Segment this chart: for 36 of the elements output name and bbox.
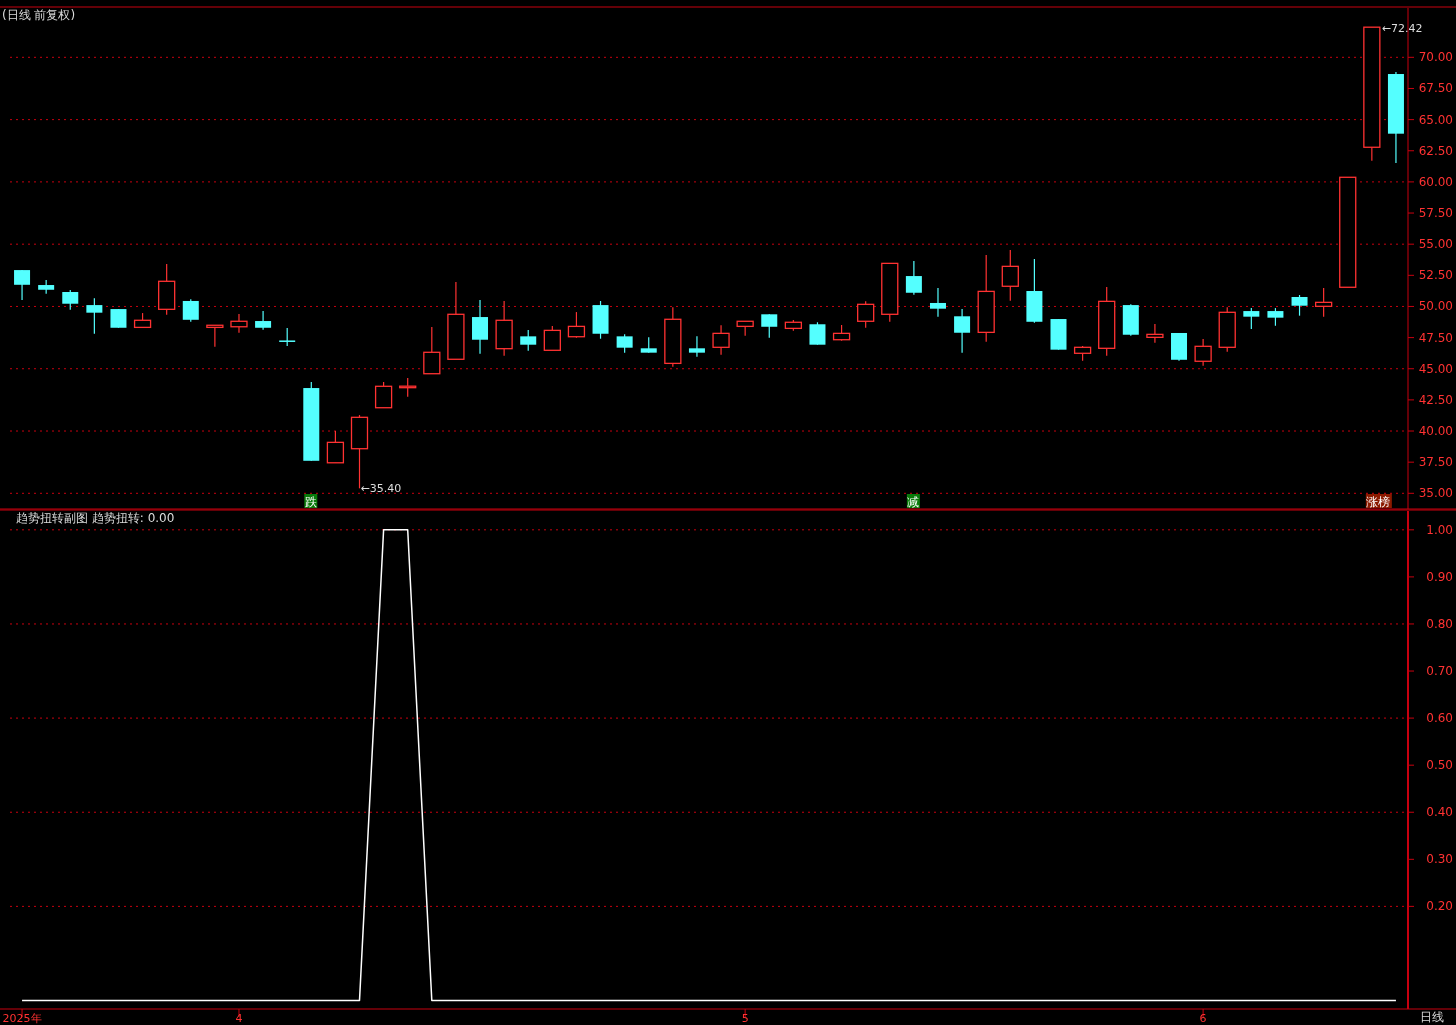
y-tick-label: 40.00 <box>1418 424 1453 439</box>
y-tick-label: 55.00 <box>1418 237 1453 252</box>
annotation: ←72.42 <box>1381 22 1423 36</box>
y-tick-label: 50.00 <box>1418 299 1453 314</box>
y-tick-label: 0.70 <box>1426 664 1453 679</box>
y-tick-label: 52.50 <box>1418 268 1453 283</box>
y-tick-label: 60.00 <box>1418 174 1453 189</box>
y-tick-label: 57.50 <box>1418 206 1453 221</box>
y-tick-label: 0.50 <box>1426 758 1453 773</box>
y-tick-label: 0.80 <box>1426 616 1453 631</box>
y-tick-label: 0.60 <box>1426 711 1453 726</box>
y-tick-label: 42.50 <box>1418 392 1453 407</box>
annotation: 涨榜 <box>1366 495 1391 509</box>
y-tick-label: 0.90 <box>1426 569 1453 584</box>
chart-title: 趋势扭转副图 趋势扭转: 0.00 <box>16 511 175 525</box>
chart-title: (日线 前复权) <box>2 8 76 22</box>
y-tick-label: 70.00 <box>1418 50 1453 65</box>
y-tick-label: 45.00 <box>1418 361 1453 376</box>
y-tick-label: 37.50 <box>1418 455 1453 470</box>
annotation: ←35.40 <box>360 482 402 496</box>
x-tick-label: 5 <box>741 1012 749 1025</box>
annotation: 跌 <box>304 495 317 509</box>
y-tick-label: 35.00 <box>1418 486 1453 501</box>
y-tick-label: 0.20 <box>1426 899 1453 914</box>
y-tick-label: 62.50 <box>1418 143 1453 158</box>
annotation: 减 <box>907 495 920 509</box>
x-tick-label: 2025年 <box>2 1012 42 1025</box>
y-tick-label: 0.40 <box>1426 805 1453 820</box>
y-tick-label: 0.30 <box>1426 852 1453 867</box>
x-tick-label: 6 <box>1199 1012 1207 1025</box>
y-tick-label: 65.00 <box>1418 112 1453 127</box>
x-tick-label: 4 <box>235 1012 243 1025</box>
y-tick-label: 47.50 <box>1418 330 1453 345</box>
y-tick-label: 1.00 <box>1426 522 1453 537</box>
y-tick-label: 67.50 <box>1418 81 1453 96</box>
text: 日线 <box>1420 1010 1444 1024</box>
